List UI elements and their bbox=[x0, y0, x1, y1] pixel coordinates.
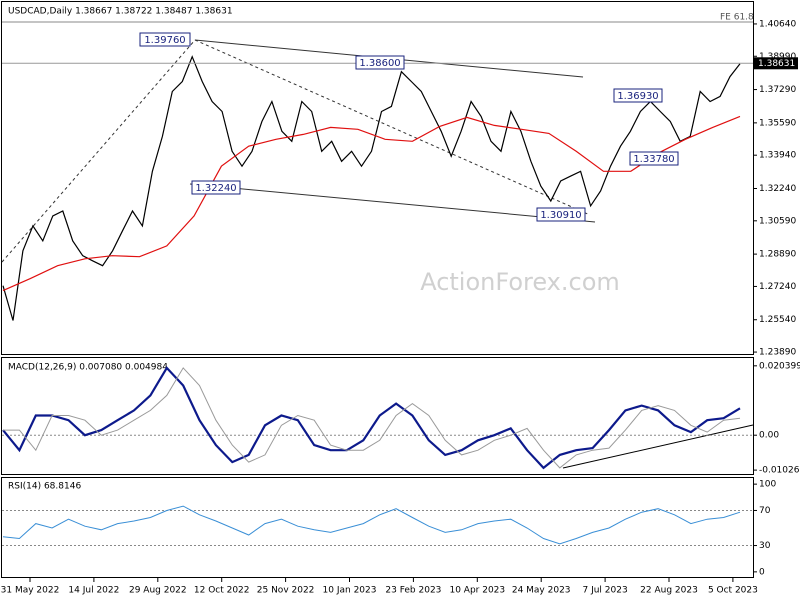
price-panel bbox=[1, 1, 754, 355]
series-line bbox=[2, 366, 741, 470]
rsi-title: RSI(14) 68.8146 bbox=[8, 482, 81, 492]
last-price-box bbox=[754, 57, 798, 70]
x-tick-label: 25 Nov 2022 bbox=[257, 586, 315, 596]
y-tick-label: 0.00 bbox=[759, 431, 779, 441]
series-line bbox=[2, 55, 741, 321]
y-tick-label: 1.37290 bbox=[759, 85, 796, 95]
y-tick-label: 1.25540 bbox=[759, 315, 796, 325]
last-price-label: 1.38631 bbox=[758, 59, 795, 69]
x-tick-label: 29 Aug 2022 bbox=[129, 586, 187, 596]
annotation: 1.39760 bbox=[139, 32, 191, 47]
macd-panel bbox=[1, 357, 754, 475]
x-tick-label: 24 May 2023 bbox=[512, 586, 571, 596]
annotation: 1.38600 bbox=[355, 55, 405, 70]
y-tick-label: 1.35590 bbox=[759, 118, 796, 128]
x-tick-label: 5 Oct 2023 bbox=[708, 586, 758, 596]
y-tick-label: -0.01026 bbox=[759, 466, 800, 476]
y-tick-label: 70 bbox=[759, 506, 771, 516]
y-tick-label: 1.27240 bbox=[759, 282, 796, 292]
marks: 1.40640 1.38990 1.37290 1.35590 1.33940 1.322… bbox=[1, 19, 800, 595]
y-tick-label: 100 bbox=[759, 480, 776, 490]
x-tick-label: 7 Jul 2023 bbox=[582, 586, 627, 596]
y-tick-label: 1.30590 bbox=[759, 216, 796, 226]
annotation-label: 1.30910 bbox=[540, 210, 581, 221]
y-tick-label: 1.23890 bbox=[759, 348, 796, 358]
x-tick-label: 23 Feb 2023 bbox=[385, 586, 441, 596]
annotation-label: 1.33780 bbox=[633, 154, 674, 165]
trend-line bbox=[194, 39, 591, 216]
y-tick-label: 1.40640 bbox=[759, 19, 796, 29]
annotation-label: 1.38600 bbox=[359, 58, 400, 69]
annotation: 1.30910 bbox=[536, 207, 586, 222]
annotation-label: 1.36930 bbox=[617, 91, 658, 102]
y-tick-label: 1.28890 bbox=[759, 250, 796, 260]
trend-line bbox=[189, 183, 596, 223]
y-tick-label: 1.38990 bbox=[759, 52, 796, 62]
macd-title: MACD(12,26,9) 0.007080 0.004984 bbox=[8, 363, 168, 373]
x-tick-label: 10 Jan 2023 bbox=[323, 586, 377, 596]
x-tick-label: 14 Jul 2022 bbox=[68, 586, 119, 596]
series-line bbox=[2, 505, 741, 545]
x-tick-label: 10 Apr 2023 bbox=[449, 586, 505, 596]
rsi-panel bbox=[1, 477, 754, 578]
price-title: USDCAD,Daily 1.38667 1.38722 1.38487 1.3… bbox=[8, 7, 233, 17]
fe-label: FE 61.8 bbox=[720, 13, 754, 23]
annotation-label: 1.32240 bbox=[195, 183, 236, 194]
annotation-label: 1.39760 bbox=[144, 35, 185, 46]
annotation: 1.32240 bbox=[191, 180, 241, 195]
y-tick-label: 1.33940 bbox=[759, 151, 796, 161]
y-tick-label: 0.020399 bbox=[759, 361, 800, 371]
annotation: 1.33780 bbox=[629, 151, 679, 166]
macd-trend-line bbox=[562, 424, 754, 469]
series-line bbox=[2, 115, 741, 292]
x-tick-label: 31 May 2022 bbox=[1, 586, 60, 596]
watermark: ActionForex.com bbox=[420, 268, 620, 296]
y-tick-label: 0 bbox=[759, 567, 765, 577]
x-tick-label: 22 Aug 2023 bbox=[640, 586, 698, 596]
series-line bbox=[3, 367, 741, 469]
annotation: 1.36930 bbox=[613, 88, 663, 103]
trend-line bbox=[1, 39, 196, 263]
x-tick-label: 12 Oct 2022 bbox=[194, 586, 250, 596]
y-tick-label: 30 bbox=[759, 541, 771, 551]
y-tick-label: 1.32240 bbox=[759, 184, 796, 194]
